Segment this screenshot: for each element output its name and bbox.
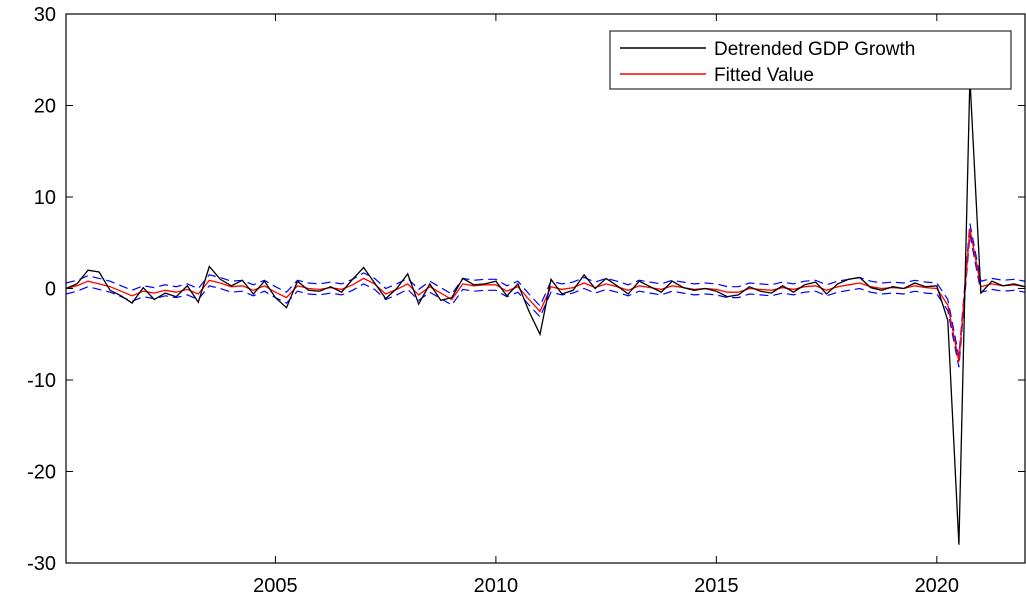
series-line-fitted-value [65, 228, 1026, 362]
y-tick-label: 30 [34, 4, 56, 26]
series-line-confidence-band-2 [65, 234, 1026, 368]
x-axis: 2005 2010 2015 2020 [253, 14, 959, 597]
y-tick-label: 0 [45, 279, 56, 301]
x-tick-label: 2020 [915, 575, 960, 597]
y-tick-label: -20 [27, 462, 56, 484]
legend-box [609, 30, 1012, 90]
y-tick-label: 20 [34, 96, 56, 118]
y-tick-label: -30 [27, 553, 56, 575]
legend-label-fitted-value: Fitted Value [714, 65, 814, 86]
legend: Detrended GDP Growth Fitted Value [609, 30, 1012, 90]
y-axis: -30 -20 -10 0 10 20 30 [27, 4, 1025, 575]
series-line-confidence-band-1 [65, 223, 1026, 357]
plot-lines [65, 78, 1026, 545]
y-tick-label: -10 [27, 370, 56, 392]
legend-label-detrended-gdp-growth: Detrended GDP Growth [714, 39, 915, 60]
series-line-detrended-gdp-growth [65, 78, 1026, 545]
x-tick-label: 2005 [253, 575, 298, 597]
y-tick-label: 10 [34, 187, 56, 209]
x-tick-label: 2015 [694, 575, 739, 597]
x-tick-label: 2010 [474, 575, 519, 597]
